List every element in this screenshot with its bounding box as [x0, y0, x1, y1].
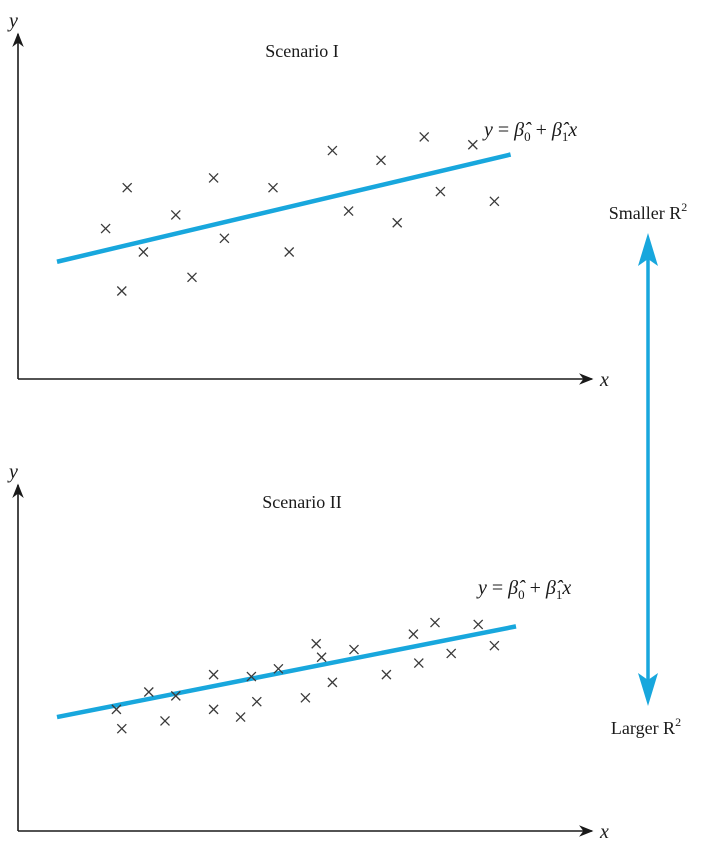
- scenario-1-point-4: [138, 247, 149, 257]
- scenario-1-fit-label: y = β̂0 + β̂1x: [482, 119, 577, 144]
- scenario-2-point-22: [473, 619, 484, 630]
- scenario-2-point-10: [251, 696, 262, 707]
- scenario-1-point-13: [376, 155, 386, 166]
- scenario-1-x-label: x: [599, 369, 609, 391]
- scenario-2-point-6: [208, 669, 219, 680]
- scenario-1-fit-line: [56, 152, 512, 264]
- scenario-1-point-15: [419, 131, 430, 142]
- comparison-arrow-up-head: [638, 233, 658, 266]
- scenario-1-point-14: [392, 217, 403, 228]
- scenario-2-y-label: y: [7, 461, 18, 483]
- scenario-2-title: Scenario II: [262, 492, 341, 512]
- scenario-2-point-19: [413, 658, 424, 669]
- scenario-2-fit-line: [56, 624, 517, 720]
- scenario-1-panel: y x Scenario I y = β̂0 + β̂1x: [7, 10, 609, 391]
- scenario-1-point-2: [122, 182, 133, 193]
- r-squared-comparison: Smaller R2 Larger R2: [609, 200, 688, 738]
- scenario-2-point-21: [446, 648, 457, 659]
- scenario-1-y-label: y: [7, 10, 18, 32]
- scenario-1-point-10: [284, 247, 295, 257]
- scenario-1-point-12: [343, 206, 354, 217]
- scenario-2-fit-label: y = β̂0 + β̂1x: [476, 577, 571, 602]
- scenario-2-point-11: [273, 663, 284, 674]
- scenario-2-point-9: [246, 671, 257, 682]
- scenario-1-point-3: [116, 286, 127, 296]
- smaller-r-squared-label: Smaller R2: [609, 200, 688, 223]
- scenario-2-point-20: [430, 617, 440, 628]
- scenario-2-x-label: x: [599, 821, 609, 843]
- scenario-2-point-5: [170, 690, 181, 701]
- scenario-2-point-15: [327, 677, 338, 688]
- scenario-2-point-17: [381, 669, 392, 680]
- scenario-2-point-18: [408, 629, 419, 640]
- scenario-1-point-16: [435, 186, 446, 197]
- scenario-2-point-8: [235, 712, 246, 723]
- scenario-2-point-12: [300, 692, 311, 703]
- scenario-1-point-9: [268, 182, 278, 193]
- scenario-1-points: [100, 131, 500, 296]
- scenario-2-point-13: [311, 638, 322, 649]
- comparison-arrow-down-head: [638, 673, 658, 706]
- scenario-1-point-5: [170, 209, 181, 220]
- scenario-1-point-11: [327, 145, 338, 156]
- scenario-2-point-2: [116, 723, 127, 734]
- scenario-2-point-7: [208, 704, 219, 715]
- scenario-1-point-8: [219, 233, 230, 244]
- scenario-1-point-6: [187, 272, 197, 283]
- scenario-1-title: Scenario I: [265, 41, 338, 61]
- scenario-1-point-17: [467, 139, 478, 150]
- larger-r-squared-label: Larger R2: [611, 715, 681, 738]
- scenario-2-points: [111, 617, 500, 734]
- scenario-2-panel: y x Scenario II y = β̂0 + β̂1x: [7, 461, 609, 843]
- scenario-2-point-3: [143, 687, 154, 697]
- scenario-2-point-14: [316, 652, 327, 663]
- scenario-1-point-7: [208, 172, 219, 183]
- scenario-2-point-23: [489, 640, 500, 651]
- scenario-2-point-4: [160, 716, 170, 726]
- scenario-2-point-16: [349, 644, 359, 655]
- scenario-2-point-1: [111, 704, 122, 715]
- scenario-1-point-18: [489, 196, 500, 207]
- scenario-1-point-1: [100, 223, 111, 234]
